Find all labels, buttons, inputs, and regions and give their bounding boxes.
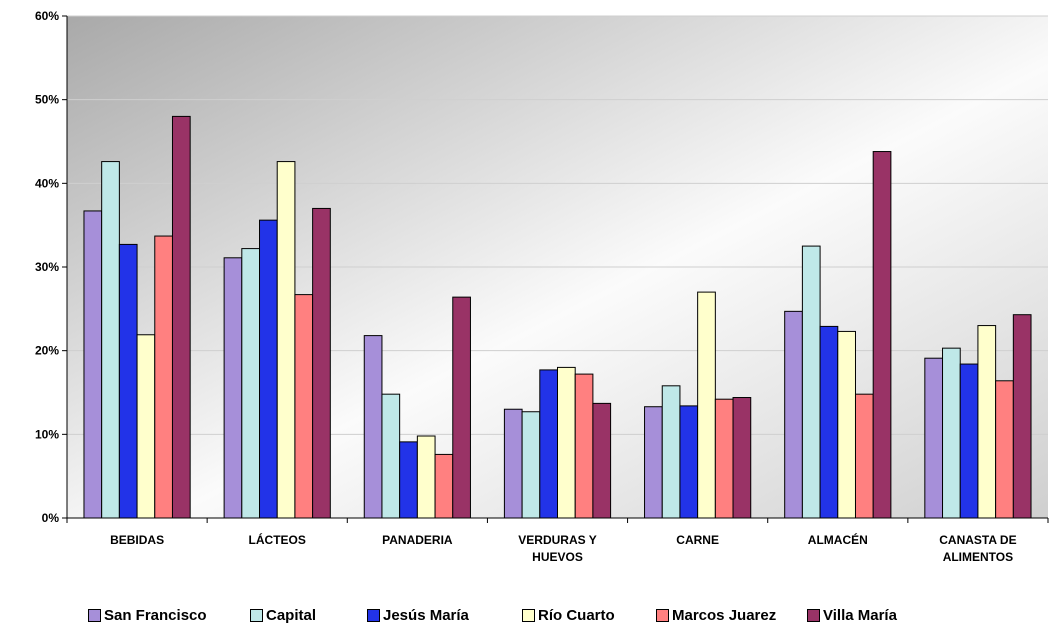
y-tick-label: 60% (35, 9, 59, 23)
x-category-labels: BEBIDAS LÁCTEOS PANADERIA VERDURAS Y HUEVOS C… (110, 532, 1017, 564)
bar-río-cuarto (416, 435, 436, 519)
bar-jesús-maría (259, 219, 278, 519)
bar-marcos-juarez (854, 393, 874, 519)
legend-item: San Francisco (88, 607, 207, 624)
bar-río-cuarto (136, 334, 156, 519)
category-label: PANADERIA (382, 533, 453, 547)
bar-capital (521, 411, 541, 519)
y-tick-label: 40% (35, 176, 59, 190)
y-tick-label: 0% (42, 511, 60, 525)
category-label: CARNE (676, 533, 719, 547)
bar-jesús-maría (819, 325, 839, 519)
y-tick-label: 20% (35, 344, 59, 358)
bar-capital (661, 385, 681, 519)
bar-jesús-maría (118, 243, 138, 519)
legend-swatch (250, 609, 263, 622)
bar-río-cuarto (276, 161, 296, 519)
legend-item: Villa María (807, 607, 897, 624)
bar-río-cuarto (977, 325, 997, 519)
category-label-line: HUEVOS (532, 550, 583, 564)
y-tick-label: 50% (35, 93, 59, 107)
legend-label: Capital (266, 607, 317, 624)
bar-jesús-maría (539, 369, 558, 519)
legend-swatch (656, 609, 669, 622)
legend-swatch (807, 609, 820, 622)
bar-san-francisco (644, 406, 663, 519)
bar-villa-maría (872, 151, 892, 519)
legend-swatch (367, 609, 380, 622)
legend-item: Río Cuarto (522, 607, 615, 624)
bar-san-francisco (83, 210, 103, 519)
bars (83, 115, 1032, 519)
legend: San Francisco Capital Jesús María Río Cuart… (0, 607, 1051, 631)
axes (62, 15, 1049, 523)
bar-san-francisco (784, 310, 803, 519)
category-label-line: CARNE (676, 533, 719, 547)
bar-san-francisco (223, 257, 243, 519)
bar-villa-maría (1012, 314, 1032, 519)
category-label-line: BEBIDAS (110, 533, 164, 547)
y-tick-label: 10% (35, 427, 59, 441)
legend-label: Marcos Juarez (672, 607, 777, 624)
category-label-line: LÁCTEOS (249, 532, 306, 547)
category-label-line: VERDURAS Y (518, 533, 596, 547)
category-label: VERDURAS Y HUEVOS (518, 533, 596, 564)
legend-label: Villa María (823, 607, 897, 624)
bar-río-cuarto (837, 330, 856, 519)
category-label: CANASTA DE ALIMENTOS (939, 533, 1016, 564)
y-tick-labels: 0% 10% 20% 30% 40% 50% 60% (35, 9, 59, 525)
legend-label: Jesús María (383, 607, 469, 624)
category-label-line: ALMACÉN (808, 532, 868, 547)
bar-río-cuarto (557, 366, 576, 519)
bar-san-francisco (924, 357, 944, 519)
category-label-line: PANADERIA (382, 533, 453, 547)
bar-san-francisco (363, 335, 383, 519)
bar-río-cuarto (697, 291, 716, 519)
bar-marcos-juarez (995, 380, 1014, 519)
bar-villa-maría (312, 207, 331, 519)
bar-marcos-juarez (714, 398, 734, 519)
legend-item: Capital (250, 607, 316, 624)
legend-label: Río Cuarto (538, 607, 615, 624)
bar-villa-maría (732, 397, 752, 519)
bar-jesús-maría (679, 405, 699, 519)
bar-villa-maría (452, 296, 471, 519)
bar-san-francisco (503, 408, 523, 519)
category-label: BEBIDAS (110, 533, 164, 547)
category-label: LÁCTEOS (249, 532, 306, 547)
bar-villa-maría (171, 115, 191, 519)
bar-capital (241, 248, 261, 519)
bar-marcos-juarez (294, 294, 314, 519)
bar-chart-svg: 0% 10% 20% 30% 40% 50% 60% BEBIDAS LÁCTEOS PANAD… (35, 9, 1049, 564)
category-label-line: CANASTA DE (939, 533, 1016, 547)
legend-swatch (88, 609, 101, 622)
bar-marcos-juarez (434, 453, 454, 519)
bar-capital (381, 393, 401, 519)
bar-capital (101, 161, 120, 519)
legend-item: Marcos Juarez (656, 607, 776, 624)
legend-item: Jesús María (367, 607, 469, 624)
y-tick-label: 30% (35, 260, 59, 274)
bar-villa-maría (592, 402, 612, 519)
bar-jesús-maría (959, 363, 979, 519)
bar-marcos-juarez (574, 373, 594, 519)
category-label-line: ALIMENTOS (943, 550, 1013, 564)
legend-swatch (522, 609, 535, 622)
bar-capital (801, 245, 821, 519)
bar-marcos-juarez (154, 235, 173, 519)
legend-label: San Francisco (104, 607, 207, 624)
category-label: ALMACÉN (808, 532, 868, 547)
bar-jesús-maría (399, 441, 418, 519)
bar-capital (942, 347, 961, 519)
